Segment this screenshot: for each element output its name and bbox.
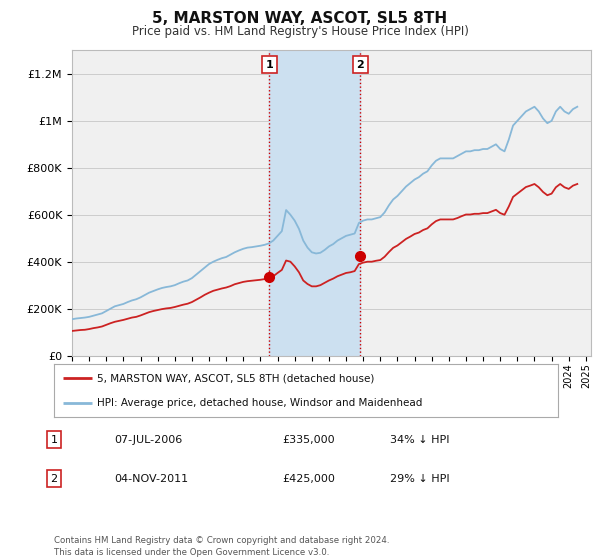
Text: £335,000: £335,000: [282, 435, 335, 445]
Text: 1: 1: [265, 59, 273, 69]
Text: HPI: Average price, detached house, Windsor and Maidenhead: HPI: Average price, detached house, Wind…: [97, 398, 422, 408]
Text: 29% ↓ HPI: 29% ↓ HPI: [390, 474, 449, 484]
Text: 34% ↓ HPI: 34% ↓ HPI: [390, 435, 449, 445]
Bar: [269, 50, 361, 356]
Text: 2: 2: [50, 474, 58, 484]
Text: Price paid vs. HM Land Registry's House Price Index (HPI): Price paid vs. HM Land Registry's House …: [131, 25, 469, 38]
Text: 5, MARSTON WAY, ASCOT, SL5 8TH (detached house): 5, MARSTON WAY, ASCOT, SL5 8TH (detached…: [97, 374, 374, 384]
Text: 1: 1: [50, 435, 58, 445]
Text: £425,000: £425,000: [282, 474, 335, 484]
Text: 2: 2: [356, 59, 364, 69]
Text: 07-JUL-2006: 07-JUL-2006: [114, 435, 182, 445]
Text: 5, MARSTON WAY, ASCOT, SL5 8TH: 5, MARSTON WAY, ASCOT, SL5 8TH: [152, 11, 448, 26]
Text: 04-NOV-2011: 04-NOV-2011: [114, 474, 188, 484]
Text: Contains HM Land Registry data © Crown copyright and database right 2024.
This d: Contains HM Land Registry data © Crown c…: [54, 536, 389, 557]
